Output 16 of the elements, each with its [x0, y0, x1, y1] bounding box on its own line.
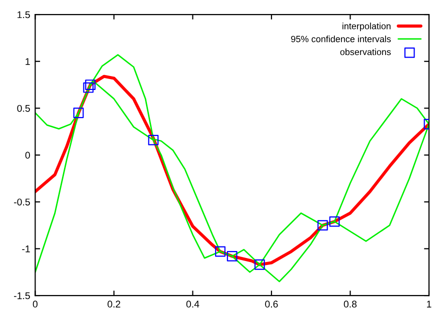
x-tick-label: 0.8 — [344, 300, 357, 308]
y-tick-label: -1 — [22, 246, 30, 252]
legend-label: 95% confidence intervals — [291, 36, 391, 42]
x-tick-label: 0 — [32, 300, 38, 308]
y-tick-label: -1.5 — [14, 292, 30, 300]
x-tick-label: 1 — [427, 300, 432, 308]
y-tick-label: 0 — [25, 152, 30, 159]
legend-label: interpolation — [342, 22, 390, 32]
x-tick-label: 0.4 — [186, 300, 200, 308]
y-tick-label: 1.5 — [18, 11, 30, 18]
x-tick-label: 0.2 — [108, 300, 120, 308]
y-tick-label: -0.5 — [14, 198, 30, 206]
y-tick-label: 0.5 — [17, 104, 30, 112]
y-tick-label: 1 — [26, 58, 30, 65]
legend-label: observations — [340, 48, 391, 56]
x-tick-label: 0.6 — [265, 300, 278, 308]
